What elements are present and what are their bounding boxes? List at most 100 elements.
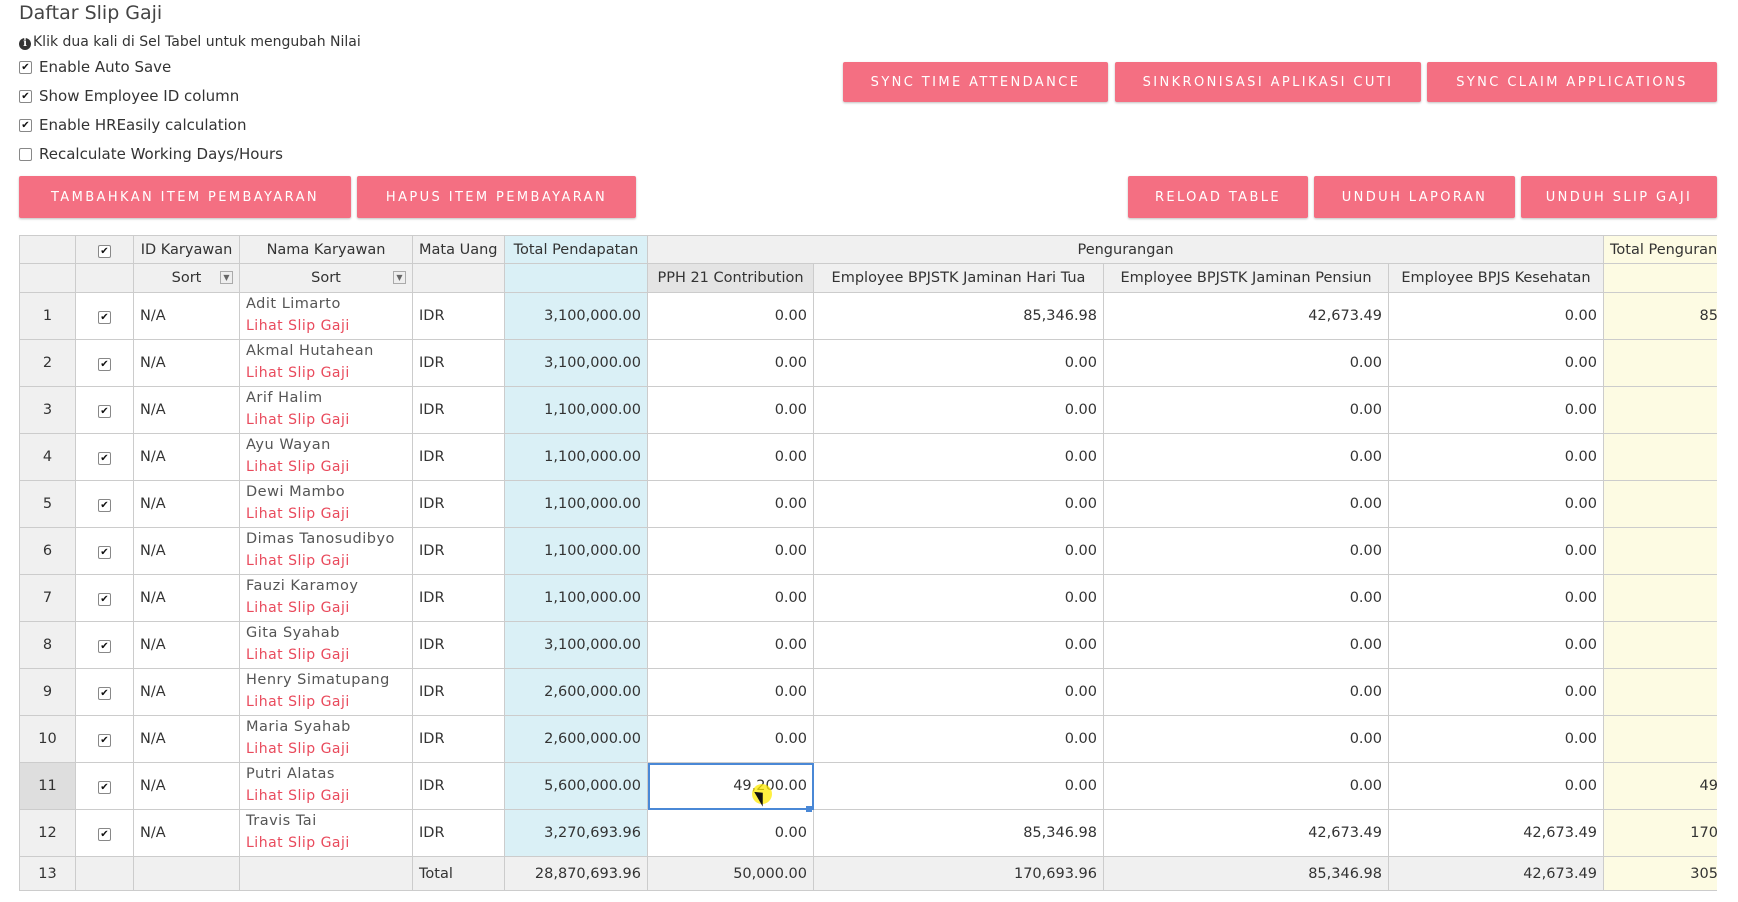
total-income-cell[interactable]: 3,100,000.00 xyxy=(504,339,648,387)
jht-cell[interactable]: 0.00 xyxy=(813,527,1104,575)
kesehatan-cell[interactable]: 0.00 xyxy=(1388,386,1604,434)
row-select-cell[interactable]: ✔ xyxy=(75,480,134,528)
employee-name-cell[interactable]: Fauzi Karamoy Lihat Slip Gaji xyxy=(239,574,413,622)
employee-id-cell[interactable]: N/A xyxy=(133,292,240,340)
employee-name-cell[interactable]: Henry Simatupang Lihat Slip Gaji xyxy=(239,668,413,716)
pph21-cell[interactable]: 0.00 xyxy=(647,433,814,481)
view-payslip-link[interactable]: Lihat Slip Gaji xyxy=(246,459,350,475)
currency-cell[interactable]: IDR xyxy=(412,574,505,622)
view-payslip-link[interactable]: Lihat Slip Gaji xyxy=(246,835,350,851)
view-payslip-link[interactable]: Lihat Slip Gaji xyxy=(246,741,350,757)
kesehatan-cell[interactable]: 0.00 xyxy=(1388,433,1604,481)
filter-icon[interactable]: ▼ xyxy=(393,271,406,284)
pensiun-cell[interactable]: 0.00 xyxy=(1103,433,1389,481)
checkbox-recalculate[interactable] xyxy=(19,147,32,161)
jht-cell[interactable]: 0.00 xyxy=(813,574,1104,622)
row-checkbox[interactable]: ✔ xyxy=(98,640,111,653)
employee-id-cell[interactable]: N/A xyxy=(133,386,240,434)
view-payslip-link[interactable]: Lihat Slip Gaji xyxy=(246,318,350,334)
jht-cell[interactable]: 0.00 xyxy=(813,433,1104,481)
table-row[interactable]: 4 ✔ N/A Ayu Wayan Lihat Slip Gaji IDR 1,100,00… xyxy=(19,433,1717,481)
total-income-cell[interactable]: 2,600,000.00 xyxy=(504,668,648,716)
employee-name-cell[interactable]: Travis Tai Lihat Slip Gaji xyxy=(239,809,413,857)
total-income-cell[interactable]: 5,600,000.00 xyxy=(504,762,648,810)
jht-cell[interactable]: 0.00 xyxy=(813,339,1104,387)
currency-cell[interactable]: IDR xyxy=(412,527,505,575)
row-checkbox[interactable]: ✔ xyxy=(98,358,111,371)
pensiun-cell[interactable]: 0.00 xyxy=(1103,715,1389,763)
kesehatan-cell[interactable]: 0.00 xyxy=(1388,715,1604,763)
row-checkbox[interactable]: ✔ xyxy=(98,687,111,700)
table-row[interactable]: 7 ✔ N/A Fauzi Karamoy Lihat Slip Gaji IDR 1,10… xyxy=(19,574,1717,622)
currency-cell[interactable]: IDR xyxy=(412,809,505,857)
employee-id-cell[interactable]: N/A xyxy=(133,762,240,810)
employee-name-cell[interactable]: Dewi Mambo Lihat Slip Gaji xyxy=(239,480,413,528)
row-select-cell[interactable]: ✔ xyxy=(75,433,134,481)
row-select-cell[interactable]: ✔ xyxy=(75,386,134,434)
view-payslip-link[interactable]: Lihat Slip Gaji xyxy=(246,600,350,616)
row-checkbox[interactable]: ✔ xyxy=(98,734,111,747)
currency-cell[interactable]: IDR xyxy=(412,292,505,340)
employee-name-cell[interactable]: Adit Limarto Lihat Slip Gaji xyxy=(239,292,413,340)
kesehatan-cell[interactable]: 0.00 xyxy=(1388,292,1604,340)
employee-id-cell[interactable]: N/A xyxy=(133,809,240,857)
employee-name-cell[interactable]: Maria Syahab Lihat Slip Gaji xyxy=(239,715,413,763)
select-all-cell[interactable]: ✔ xyxy=(75,235,134,264)
employee-id-cell[interactable]: N/A xyxy=(133,715,240,763)
jht-cell[interactable]: 0.00 xyxy=(813,621,1104,669)
row-select-cell[interactable]: ✔ xyxy=(75,762,134,810)
total-income-cell[interactable]: 1,100,000.00 xyxy=(504,433,648,481)
fill-handle[interactable] xyxy=(806,806,812,812)
filter-icon[interactable]: ▼ xyxy=(220,271,233,284)
option-show-employee-id[interactable]: ✔ Show Employee ID column xyxy=(19,87,239,105)
table-row[interactable]: 6 ✔ N/A Dimas Tanosudibyo Lihat Slip Gaji IDR… xyxy=(19,527,1717,575)
pensiun-cell[interactable]: 42,673.49 xyxy=(1103,292,1389,340)
pph21-cell[interactable]: 0.00 xyxy=(647,386,814,434)
sync-time-attendance-button[interactable]: SYNC TIME ATTENDANCE xyxy=(843,62,1108,102)
row-select-cell[interactable]: ✔ xyxy=(75,292,134,340)
table-row[interactable]: 8 ✔ N/A Gita Syahab Lihat Slip Gaji IDR 3,100,… xyxy=(19,621,1717,669)
option-hreasily-calc[interactable]: ✔ Enable HREasily calculation xyxy=(19,116,246,134)
employee-id-cell[interactable]: N/A xyxy=(133,621,240,669)
pensiun-cell[interactable]: 0.00 xyxy=(1103,339,1389,387)
employee-id-cell[interactable]: N/A xyxy=(133,339,240,387)
view-payslip-link[interactable]: Lihat Slip Gaji xyxy=(246,694,350,710)
view-payslip-link[interactable]: Lihat Slip Gaji xyxy=(246,506,350,522)
pensiun-cell[interactable]: 0.00 xyxy=(1103,574,1389,622)
table-row[interactable]: 5 ✔ N/A Dewi Mambo Lihat Slip Gaji IDR 1,100,0… xyxy=(19,480,1717,528)
currency-cell[interactable]: IDR xyxy=(412,339,505,387)
delete-payment-item-button[interactable]: HAPUS ITEM PEMBAYARAN xyxy=(357,176,636,218)
total-income-cell[interactable]: 1,100,000.00 xyxy=(504,574,648,622)
row-select-cell[interactable]: ✔ xyxy=(75,809,134,857)
employee-id-cell[interactable]: N/A xyxy=(133,433,240,481)
jht-cell[interactable]: 0.00 xyxy=(813,762,1104,810)
kesehatan-cell[interactable]: 42,673.49 xyxy=(1388,809,1604,857)
table-row[interactable]: 10 ✔ N/A Maria Syahab Lihat Slip Gaji IDR 2,60… xyxy=(19,715,1717,763)
view-payslip-link[interactable]: Lihat Slip Gaji xyxy=(246,647,350,663)
employee-name-cell[interactable]: Arif Halim Lihat Slip Gaji xyxy=(239,386,413,434)
total-income-cell[interactable]: 3,100,000.00 xyxy=(504,292,648,340)
total-income-cell[interactable]: 1,100,000.00 xyxy=(504,527,648,575)
kesehatan-cell[interactable]: 0.00 xyxy=(1388,574,1604,622)
employee-id-cell[interactable]: N/A xyxy=(133,480,240,528)
kesehatan-cell[interactable]: 0.00 xyxy=(1388,480,1604,528)
table-row[interactable]: 12 ✔ N/A Travis Tai Lihat Slip Gaji IDR 3,270,… xyxy=(19,809,1717,857)
row-checkbox[interactable]: ✔ xyxy=(98,452,111,465)
row-select-cell[interactable]: ✔ xyxy=(75,715,134,763)
jht-cell[interactable]: 85,346.98 xyxy=(813,292,1104,340)
checkbox-hreasily-calc[interactable]: ✔ xyxy=(19,118,32,132)
currency-cell[interactable]: IDR xyxy=(412,621,505,669)
jht-cell[interactable]: 0.00 xyxy=(813,480,1104,528)
view-payslip-link[interactable]: Lihat Slip Gaji xyxy=(246,365,350,381)
sort-employee-name[interactable]: Sort ▼ xyxy=(239,263,413,293)
table-row[interactable]: 2 ✔ N/A Akmal Hutahean Lihat Slip Gaji IDR 3,1… xyxy=(19,339,1717,387)
pensiun-cell[interactable]: 0.00 xyxy=(1103,762,1389,810)
employee-name-cell[interactable]: Putri Alatas Lihat Slip Gaji xyxy=(239,762,413,810)
employee-name-cell[interactable]: Dimas Tanosudibyo Lihat Slip Gaji xyxy=(239,527,413,575)
currency-cell[interactable]: IDR xyxy=(412,715,505,763)
employee-name-cell[interactable]: Akmal Hutahean Lihat Slip Gaji xyxy=(239,339,413,387)
pensiun-cell[interactable]: 0.00 xyxy=(1103,527,1389,575)
select-all-checkbox[interactable]: ✔ xyxy=(98,244,111,258)
jht-cell[interactable]: 0.00 xyxy=(813,668,1104,716)
row-select-cell[interactable]: ✔ xyxy=(75,527,134,575)
